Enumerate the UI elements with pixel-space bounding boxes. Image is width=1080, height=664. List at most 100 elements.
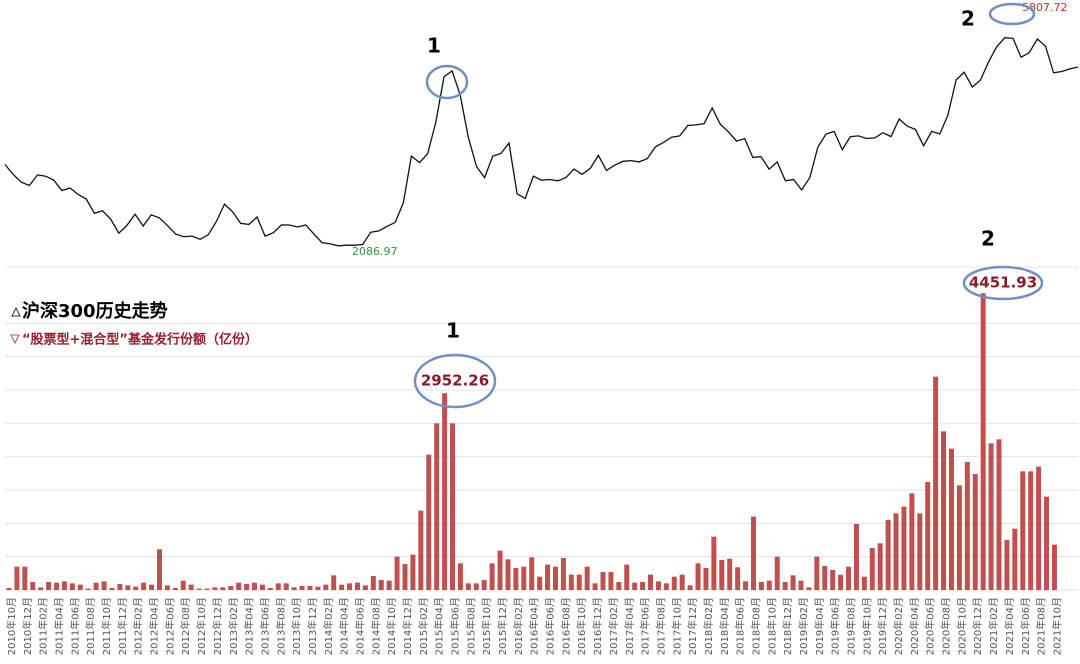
bar (307, 586, 313, 590)
min-annotation: 2086.97 (352, 245, 398, 258)
x-tick-label: 2017年04月 (623, 597, 636, 655)
bar (370, 576, 376, 590)
bar (909, 493, 915, 590)
x-tick-label: 2018年04月 (718, 597, 731, 655)
bar (450, 423, 456, 590)
bar (125, 585, 131, 590)
bar (457, 563, 463, 590)
bar (814, 556, 820, 590)
bar (331, 575, 337, 590)
bar (22, 566, 28, 590)
x-tick-label: 2018年08月 (749, 597, 762, 655)
bar (1051, 544, 1057, 590)
x-tick-label: 2011年12月 (116, 597, 129, 655)
bar (750, 516, 756, 590)
bar (426, 454, 432, 590)
bar (1044, 496, 1050, 590)
x-tick-label: 2015年06月 (449, 597, 462, 655)
chart-title: 沪深300历史走势 (22, 300, 168, 322)
bar (259, 584, 265, 590)
x-tick-label: 2014年12月 (401, 597, 414, 655)
x-tick-label: 2013年12月 (306, 597, 319, 655)
bar (204, 588, 210, 590)
highlight-ellipse (425, 64, 469, 100)
bar (267, 588, 273, 590)
bar (236, 582, 242, 590)
bar (418, 510, 424, 590)
x-tick-label: 2019年08月 (845, 597, 858, 655)
bar (988, 443, 994, 590)
bar (861, 576, 867, 590)
x-tick-label: 2016年12月 (591, 597, 604, 655)
marker-label: 1 (427, 34, 441, 58)
bar (830, 570, 836, 590)
bar (141, 582, 147, 590)
x-tick-label: 2015年12月 (496, 597, 509, 655)
bar (117, 584, 123, 590)
x-tick-label: 2013年10月 (290, 597, 303, 655)
bar (790, 575, 796, 590)
x-tick-label: 2012年12月 (211, 597, 224, 655)
bar (869, 548, 875, 590)
bar (956, 485, 962, 590)
bar (410, 554, 416, 590)
bar (521, 566, 527, 590)
bar (964, 462, 970, 590)
x-tick-label: 2021年10月 (1050, 597, 1063, 655)
bar (727, 558, 733, 590)
bar (481, 580, 487, 590)
x-tick-label: 2014年04月 (338, 597, 351, 655)
bar (164, 585, 170, 590)
bar (489, 563, 495, 590)
x-tick-label: 2015年08月 (464, 597, 477, 655)
x-tick-label: 2011年02月 (37, 597, 50, 655)
x-tick-label: 2017年08月 (654, 597, 667, 655)
bar (671, 576, 677, 590)
bar (347, 583, 353, 590)
bar (61, 581, 67, 590)
bar (758, 582, 764, 590)
x-tick-label: 2019年02月 (797, 597, 810, 655)
bar (323, 584, 329, 590)
bar (632, 582, 638, 590)
x-tick-label: 2016年04月 (528, 597, 541, 655)
x-tick-label: 2011年10月 (100, 597, 113, 655)
bar (386, 580, 392, 590)
bar (244, 584, 250, 590)
bar (901, 506, 907, 590)
legend-label: “股票型+混合型”基金发行份额（亿份） (22, 332, 258, 348)
x-tick-label: 2013年06月 (258, 597, 271, 655)
bar (1028, 471, 1034, 590)
x-tick-label: 2012年10月 (195, 597, 208, 655)
x-tick-label: 2013年04月 (243, 597, 256, 655)
legend-marker (11, 306, 21, 317)
bar (798, 580, 804, 590)
legend-marker (10, 334, 20, 345)
x-tick-label: 2017年06月 (639, 597, 652, 655)
x-tick-label: 2018年02月 (702, 597, 715, 655)
bar (996, 439, 1002, 590)
x-tick-label: 2013年08月 (274, 597, 287, 655)
bar (212, 587, 218, 590)
x-tick-label: 2010年10月 (5, 597, 18, 655)
x-tick-label: 2012年02月 (132, 597, 145, 655)
highlight-ellipse (988, 2, 1036, 26)
bar (1012, 528, 1018, 590)
bar (275, 583, 281, 590)
bar (101, 581, 107, 590)
bar (299, 586, 305, 590)
x-tick-label: 2015年04月 (433, 597, 446, 655)
bar (1004, 540, 1010, 590)
bar (402, 564, 408, 590)
bar (545, 564, 551, 590)
x-tick-label: 2014年08月 (369, 597, 382, 655)
bar (6, 588, 12, 590)
bar (552, 566, 558, 590)
x-tick-label: 2016年02月 (512, 597, 525, 655)
bar (362, 585, 368, 590)
bar (600, 572, 606, 590)
bar (252, 582, 258, 590)
bar (972, 474, 978, 590)
marker-label: 1 (446, 319, 460, 343)
bar (339, 584, 345, 590)
